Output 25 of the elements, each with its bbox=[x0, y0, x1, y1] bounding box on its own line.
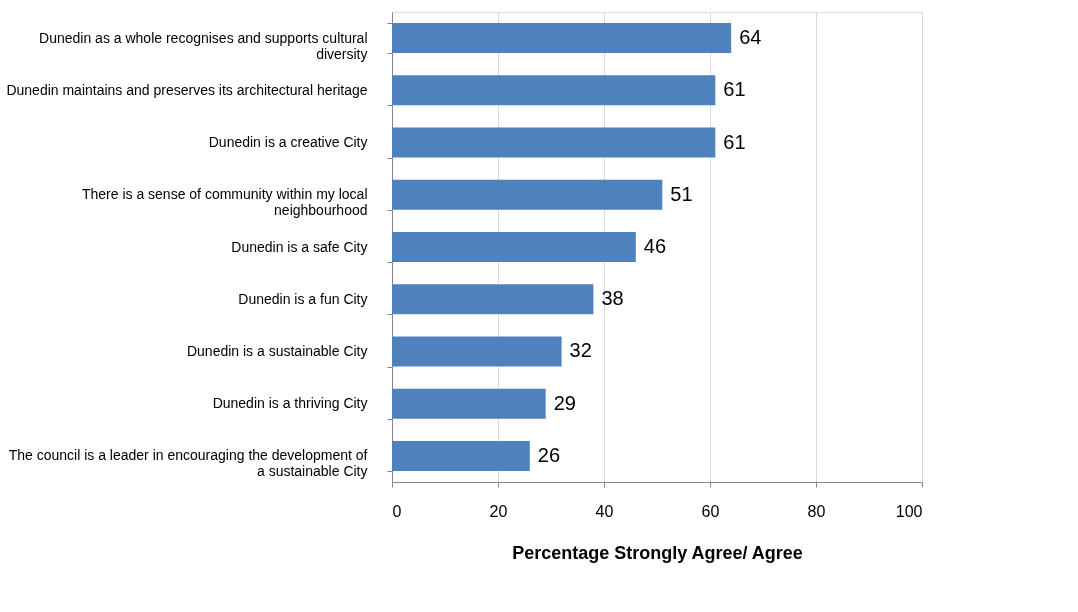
data-label: 29 bbox=[553, 391, 576, 414]
data-label: 26 bbox=[537, 443, 561, 466]
data-label: 61 bbox=[723, 78, 746, 101]
y-tick-label: Dunedin is a sustainable City bbox=[186, 342, 368, 359]
x-tick-label: 0 bbox=[392, 502, 402, 520]
data-label: 51 bbox=[670, 182, 693, 205]
data-label: 38 bbox=[601, 287, 624, 310]
x-tick-label: 80 bbox=[807, 502, 826, 520]
x-tick-label: 100 bbox=[895, 502, 923, 520]
y-tick-label: Dunedin is a safe City bbox=[231, 238, 368, 255]
y-tick-label: There is a sense of community within my local neighbourhood bbox=[81, 186, 368, 219]
x-tick-label: 20 bbox=[489, 502, 508, 520]
data-label: 64 bbox=[739, 26, 762, 49]
data-label: 61 bbox=[723, 130, 746, 153]
x-axis-title: Percentage Strongly Agree/ Agree bbox=[512, 542, 803, 563]
x-tick-label: 40 bbox=[595, 502, 614, 520]
y-tick-label: Dunedin as a whole recognises and supports cultural diversity bbox=[39, 29, 368, 62]
y-tick-label: Dunedin maintains and preserves its architectural heritage bbox=[6, 81, 368, 98]
y-tick-label: Dunedin is a creative City bbox=[208, 134, 368, 151]
x-tick-label: 60 bbox=[701, 502, 720, 520]
data-label: 32 bbox=[569, 339, 592, 362]
y-tick-label: The council is a leader in encouraging the development of a sustainable City bbox=[8, 447, 368, 480]
y-tick-label: Dunedin is a fun City bbox=[238, 290, 368, 307]
y-tick-label: Dunedin is a thriving City bbox=[212, 395, 368, 412]
data-label: 46 bbox=[643, 235, 667, 257]
